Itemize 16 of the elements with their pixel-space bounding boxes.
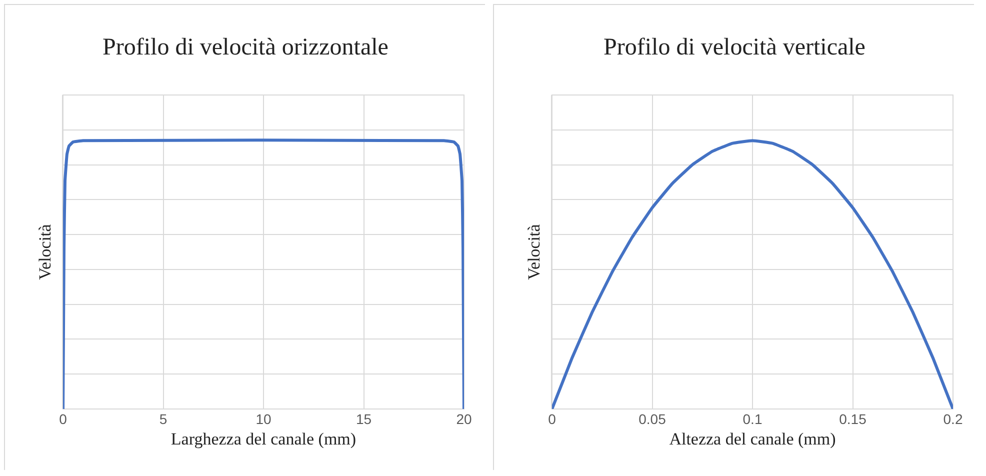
x-tick-label: 0.15 [839,411,867,427]
x-tick-label: 20 [456,411,472,427]
y-axis-title: Velocità [524,224,544,280]
x-tick-label: 10 [256,411,272,427]
x-tick-label: 15 [356,411,372,427]
chart-title: Profilo di velocità verticale [604,34,866,60]
x-axis-title: Larghezza del canale (mm) [170,429,356,448]
x-tick-label: 0.1 [742,411,762,427]
x-tick-label: 5 [159,411,168,427]
x-tick-label: 0.05 [638,411,666,427]
x-tick-label: 0 [59,411,68,427]
x-tick-label: 0 [548,411,556,427]
x-axis-title: Altezza del canale (mm) [669,429,836,448]
chart-title: Profilo di velocità orizzontale [102,34,388,60]
x-tick-label: 0.2 [943,411,963,427]
y-axis-title: Velocità [36,224,55,280]
